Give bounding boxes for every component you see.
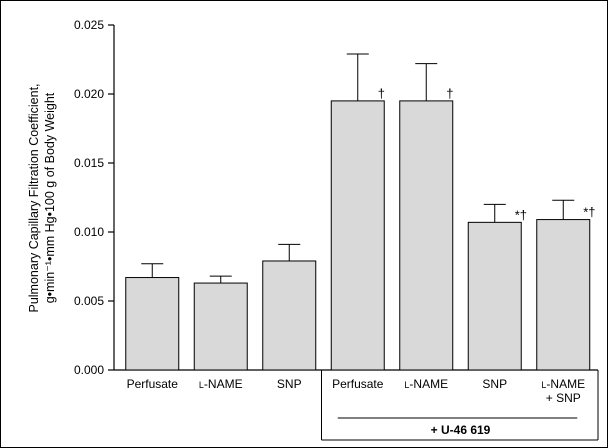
x-tick-label: L-NAME	[404, 377, 448, 391]
bar	[125, 277, 180, 371]
treatment-group-box: + U-46 619	[321, 370, 599, 441]
significance-marker: †	[378, 86, 385, 101]
y-tick-label: 0.000	[74, 363, 104, 377]
bar	[193, 282, 248, 371]
x-tick-label: Perfusate	[332, 377, 384, 391]
x-tick-label: L-NAME	[541, 377, 585, 391]
x-tick-label: Perfusate	[127, 377, 179, 391]
bar	[536, 219, 591, 371]
bar	[262, 260, 317, 371]
significance-marker: *†	[515, 207, 527, 222]
significance-marker: †	[446, 86, 453, 101]
bar	[467, 221, 522, 371]
y-axis-label-line-2: g•min⁻¹•mm Hg•100 g of Body Weight	[43, 92, 57, 303]
x-tick-label: SNP	[482, 377, 507, 391]
x-tick-label: L-NAME	[199, 377, 243, 391]
x-tick-labels: Perfusate L-NAME SNP Perfusate L-NAME SNP L-NA…	[127, 377, 586, 405]
y-axis-label-line-1: Pulmonary Capillary Filtration Coefficie…	[27, 83, 41, 312]
group-label: + U-46 619	[431, 423, 491, 437]
x-tick-label: + SNP	[546, 391, 581, 405]
y-tick-label: 0.005	[74, 294, 104, 308]
y-tick-label: 0.015	[74, 156, 104, 170]
x-tick-label: SNP	[277, 377, 302, 391]
y-tick-label: 0.010	[74, 225, 104, 239]
bar	[330, 100, 385, 371]
y-tick-label: 0.020	[74, 87, 104, 101]
y-ticks: 0.000 0.005 0.010 0.015 0.020 0.025	[74, 18, 114, 377]
y-tick-label: 0.025	[74, 18, 104, 32]
bars: † † *† *†	[125, 53, 596, 371]
bar	[399, 100, 454, 371]
y-axis-label: Pulmonary Capillary Filtration Coefficie…	[27, 83, 57, 312]
significance-marker: *†	[583, 205, 595, 220]
